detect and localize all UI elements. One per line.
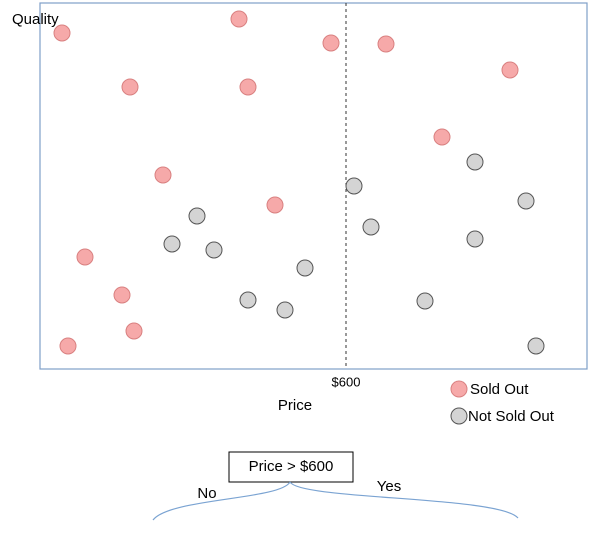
x-axis-label: Price [278, 397, 312, 414]
sold-out-points [53, 10, 519, 355]
not-sold-out-points [163, 153, 545, 355]
y-axis-label: Quality [12, 11, 59, 28]
legend-label: Sold Out [470, 381, 529, 398]
legend-label: Not Sold Out [468, 408, 555, 425]
branch-no [152, 481, 291, 521]
branch-yes [289, 481, 519, 519]
legend-marker [450, 380, 468, 398]
decision-label: Price > $600 [249, 458, 334, 475]
threshold-label: $600 [332, 374, 361, 389]
branch-no-label: No [197, 485, 216, 502]
plot-frame [39, 2, 588, 370]
decision-box [228, 451, 354, 483]
legend-marker [450, 407, 468, 425]
branch-yes-label: Yes [377, 478, 401, 495]
